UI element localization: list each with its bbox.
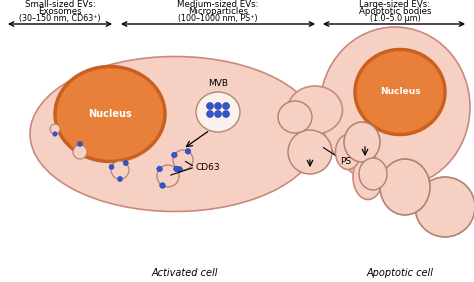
Text: Exosomes: Exosomes xyxy=(38,7,82,16)
Circle shape xyxy=(185,149,191,154)
Text: Large-sized EVs:: Large-sized EVs: xyxy=(359,0,430,9)
Ellipse shape xyxy=(353,155,383,199)
Circle shape xyxy=(118,177,122,182)
Ellipse shape xyxy=(355,50,445,135)
Circle shape xyxy=(207,102,213,109)
Ellipse shape xyxy=(320,27,470,187)
Ellipse shape xyxy=(55,67,165,162)
Ellipse shape xyxy=(381,167,409,207)
Ellipse shape xyxy=(73,145,87,159)
Ellipse shape xyxy=(50,124,60,134)
Text: Nucleus: Nucleus xyxy=(88,109,132,119)
Ellipse shape xyxy=(380,159,430,215)
Text: MVB: MVB xyxy=(208,79,228,88)
Circle shape xyxy=(78,142,82,147)
Ellipse shape xyxy=(415,177,474,237)
Circle shape xyxy=(222,102,229,109)
Ellipse shape xyxy=(173,150,193,170)
Circle shape xyxy=(207,111,213,118)
Ellipse shape xyxy=(111,161,129,179)
Text: (30–150 nm, CD63⁺): (30–150 nm, CD63⁺) xyxy=(19,14,101,23)
Circle shape xyxy=(177,167,182,172)
Text: Apoptotic bodies: Apoptotic bodies xyxy=(359,7,431,16)
Circle shape xyxy=(215,102,221,109)
Ellipse shape xyxy=(157,165,179,187)
Ellipse shape xyxy=(288,130,332,174)
Circle shape xyxy=(173,166,179,172)
Text: PS: PS xyxy=(323,147,351,166)
Ellipse shape xyxy=(359,158,387,190)
Ellipse shape xyxy=(288,86,343,134)
Circle shape xyxy=(157,166,163,172)
Text: Activated cell: Activated cell xyxy=(152,268,218,278)
Text: Nucleus: Nucleus xyxy=(380,87,420,96)
Text: Small-sized EVs:: Small-sized EVs: xyxy=(25,0,95,9)
Circle shape xyxy=(53,132,57,136)
Text: (100–1000 nm, PS⁺): (100–1000 nm, PS⁺) xyxy=(178,14,258,23)
Circle shape xyxy=(109,164,114,169)
Text: Apoptotic cell: Apoptotic cell xyxy=(366,268,434,278)
Ellipse shape xyxy=(196,92,240,132)
Circle shape xyxy=(215,111,221,118)
Text: Microparticles: Microparticles xyxy=(188,7,248,16)
Ellipse shape xyxy=(278,101,312,133)
Circle shape xyxy=(172,152,177,158)
Circle shape xyxy=(123,161,128,166)
Text: Medium-sized EVs:: Medium-sized EVs: xyxy=(177,0,259,9)
Circle shape xyxy=(160,183,165,188)
Ellipse shape xyxy=(30,56,320,212)
Ellipse shape xyxy=(344,122,380,162)
Text: (1.0–5.0 μm): (1.0–5.0 μm) xyxy=(370,14,420,23)
Ellipse shape xyxy=(336,135,361,169)
Circle shape xyxy=(222,111,229,118)
Text: CD63: CD63 xyxy=(196,164,220,173)
